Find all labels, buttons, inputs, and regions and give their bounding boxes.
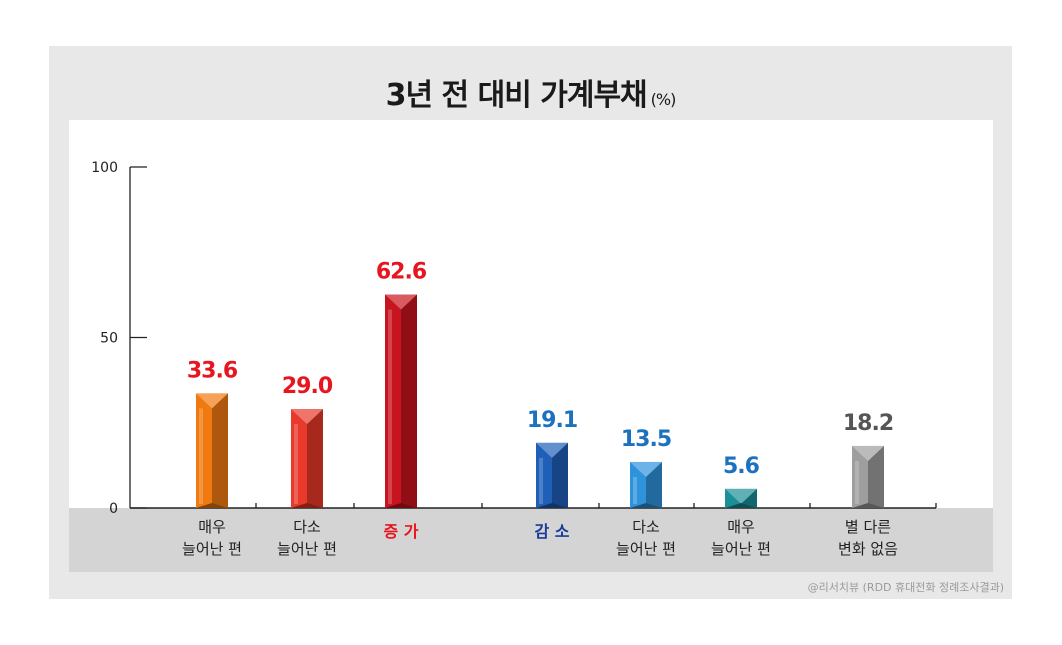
y-tick-label: 50 bbox=[100, 331, 118, 347]
title-text: 3년 전 대비 가계부채 bbox=[385, 78, 648, 113]
bar-right-face bbox=[212, 393, 228, 508]
x-category-label: 다소 bbox=[293, 518, 321, 536]
bar-value-label: 29.0 bbox=[282, 374, 333, 399]
bar-tip bbox=[291, 409, 323, 425]
bar-value-label: 18.2 bbox=[843, 411, 893, 436]
bar-right-face bbox=[646, 461, 662, 508]
bar-value-label: 13.5 bbox=[621, 427, 671, 452]
bar-left-face bbox=[385, 294, 401, 508]
x-category-label: 늘어난 편 bbox=[616, 540, 676, 558]
bar-tip bbox=[536, 442, 568, 458]
bar-left-face bbox=[291, 409, 307, 508]
bar-highlight bbox=[199, 408, 203, 504]
y-tick-label: 0 bbox=[109, 501, 118, 517]
bar-highlight bbox=[539, 457, 543, 504]
bar-right-face bbox=[868, 445, 884, 508]
bar-value-label: 62.6 bbox=[376, 260, 427, 285]
bar-right-face bbox=[307, 409, 323, 508]
x-category-label: 늘어난 편 bbox=[711, 540, 771, 558]
bar-foot bbox=[536, 503, 568, 508]
bar-foot bbox=[725, 503, 757, 508]
bar-left-face bbox=[196, 393, 212, 508]
x-category-label: 매우 bbox=[727, 518, 755, 536]
bar-tip bbox=[385, 294, 417, 310]
bar-value-label: 19.1 bbox=[527, 408, 577, 433]
chart-title: 3년 전 대비 가계부채 (%) bbox=[49, 70, 1012, 114]
bar-foot bbox=[291, 503, 323, 508]
x-category-label: 늘어난 편 bbox=[182, 540, 242, 558]
x-category-label: 다소 bbox=[632, 518, 660, 536]
bar-tip bbox=[852, 445, 884, 461]
y-tick-label: 100 bbox=[91, 160, 118, 176]
bar-tip bbox=[725, 488, 757, 504]
bar-highlight bbox=[855, 460, 859, 504]
x-category-label: 변화 없음 bbox=[838, 540, 898, 558]
bar-foot bbox=[196, 503, 228, 508]
x-category-label: 늘어난 편 bbox=[277, 540, 337, 558]
bar-highlight bbox=[388, 309, 392, 504]
bar-tip bbox=[196, 393, 228, 409]
bar-highlight bbox=[633, 476, 637, 504]
x-category-label: 감 소 bbox=[534, 522, 569, 541]
x-category-label: 증 가 bbox=[383, 522, 418, 541]
bar-highlight bbox=[294, 424, 298, 504]
bar-tip bbox=[630, 461, 662, 477]
bar-right-face bbox=[552, 442, 568, 508]
x-category-label: 매우 bbox=[198, 518, 226, 536]
bar-foot bbox=[852, 503, 884, 508]
bar-foot bbox=[630, 503, 662, 508]
title-unit: (%) bbox=[650, 90, 677, 109]
bar-foot bbox=[385, 503, 417, 508]
bar-value-label: 5.6 bbox=[723, 454, 760, 479]
bar-value-label: 33.6 bbox=[187, 358, 238, 383]
x-category-label: 별 다른 bbox=[845, 518, 891, 536]
bar-right-face bbox=[401, 294, 417, 508]
source-note: @리서치뷰 (RDD 휴대전화 정례조사결과) bbox=[807, 581, 1004, 594]
category-band bbox=[69, 508, 993, 572]
